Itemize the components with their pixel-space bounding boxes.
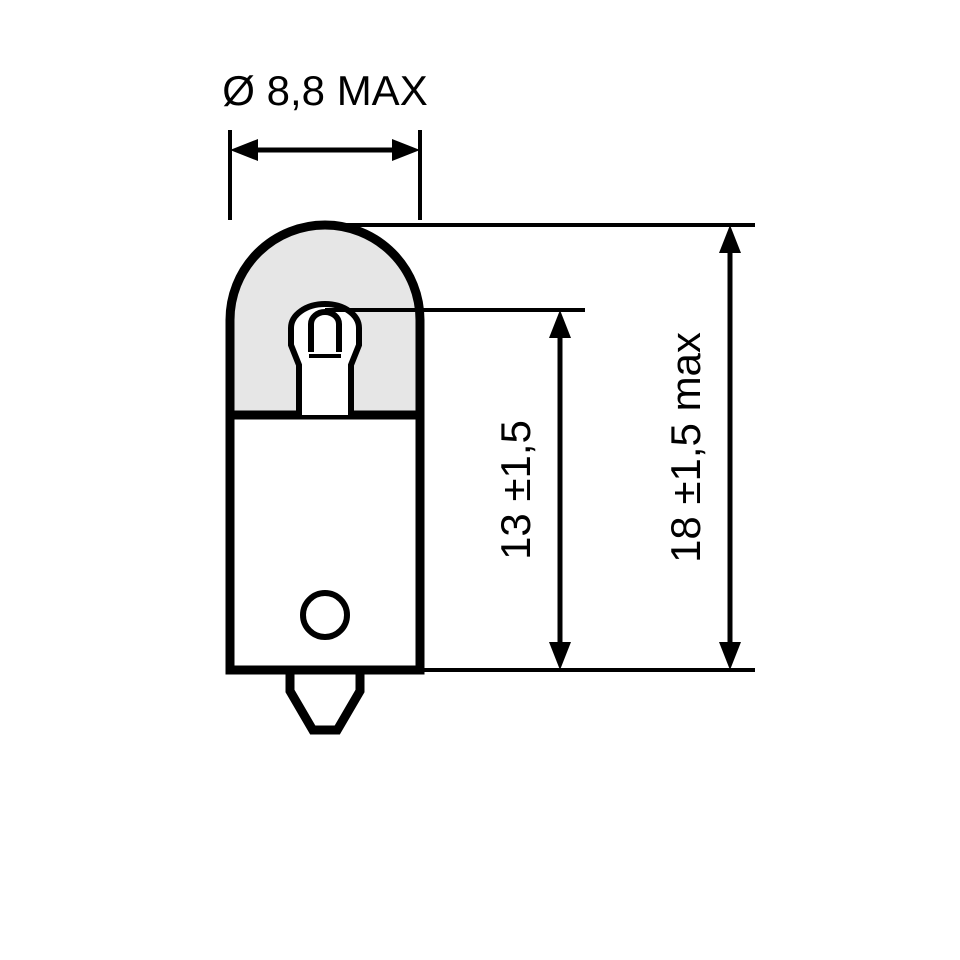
dim-inner-label: 13 ±1,5 bbox=[492, 420, 539, 560]
dim-width-label: Ø 8,8 MAX bbox=[222, 67, 427, 114]
filament-support bbox=[291, 304, 359, 415]
dim-outer-label: 18 ±1,5 max bbox=[662, 332, 709, 563]
bottom-contact bbox=[290, 670, 360, 730]
bulb-base bbox=[230, 415, 420, 670]
